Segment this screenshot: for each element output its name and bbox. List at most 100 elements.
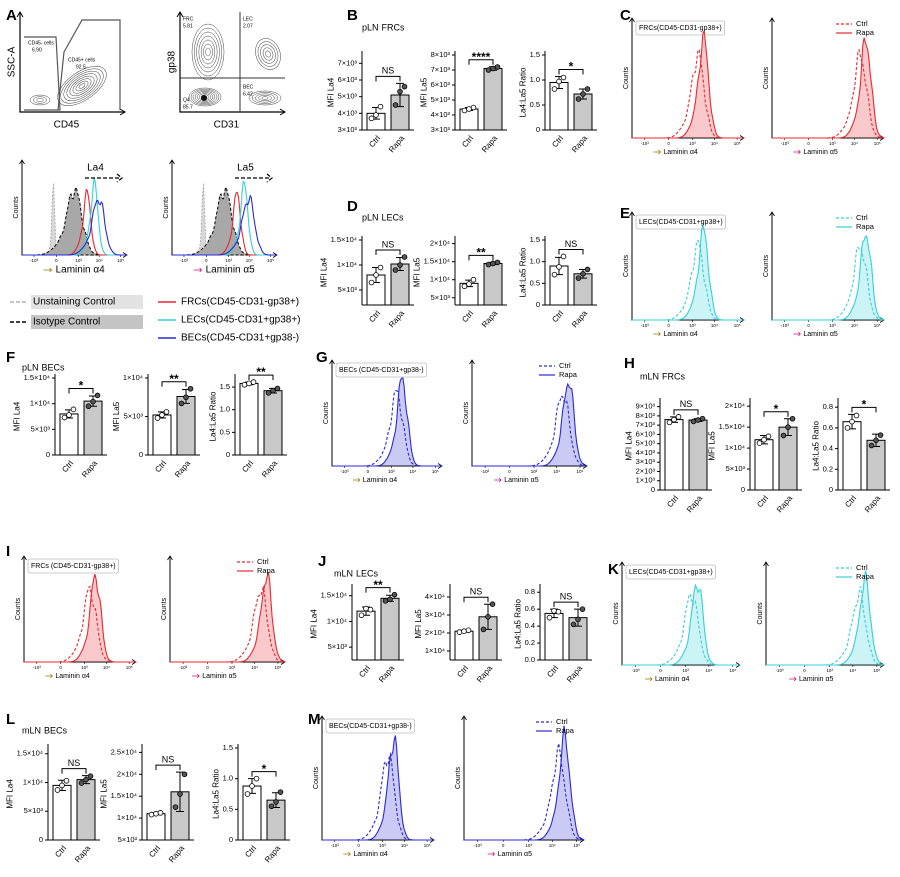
- data-point: [873, 437, 879, 444]
- contour: [36, 98, 44, 102]
- data-point: [490, 65, 496, 72]
- x-tick-label: -10³: [481, 469, 490, 474]
- y-axis-label: Counts: [757, 602, 764, 625]
- histogram-rapa: [332, 377, 442, 467]
- x-axis-label-arrow: [352, 477, 361, 483]
- x-axis-label: Laminin α4: [655, 676, 690, 683]
- histogram-ctrl: [24, 585, 136, 663]
- heading-cell: BECs: [42, 362, 66, 372]
- contour: [196, 31, 220, 73]
- data-point: [270, 387, 276, 394]
- y-tick-label: 2×10⁴: [725, 401, 745, 410]
- y-tick-label: 1×10⁴: [123, 373, 143, 382]
- contour: [260, 44, 276, 64]
- panel-letter: K: [608, 561, 619, 578]
- y-tick-label: 7×10³: [636, 420, 656, 429]
- y-axis-label: La4:La5 Ratio: [514, 599, 523, 649]
- y-tick-label: 5×10³: [31, 424, 51, 433]
- data-point: [494, 64, 501, 70]
- contour: [69, 75, 95, 97]
- x-tick-label: 10⁵: [874, 323, 881, 328]
- contour: [75, 80, 89, 92]
- x-tick-label: 10³: [682, 668, 689, 673]
- y-tick-label: 1×10⁴: [30, 399, 50, 408]
- contour: [251, 92, 279, 104]
- data-point: [789, 415, 796, 422]
- significance-label: *: [262, 762, 267, 776]
- data-point: [90, 398, 96, 405]
- contour: [194, 27, 222, 77]
- legend-label: Rapa: [556, 726, 575, 735]
- data-point: [580, 91, 586, 97]
- y-tick-label: 1.5×10⁴: [24, 373, 50, 382]
- population-box: [625, 564, 716, 580]
- y-tick-label: 6×10³: [431, 80, 451, 89]
- y-axis-label: Counts: [13, 196, 20, 219]
- x-tick-label: 0: [807, 323, 810, 328]
- y-tick-label: 7×10³: [431, 65, 451, 74]
- y-tick-label: 1.5×10⁴: [331, 235, 357, 244]
- data-point: [94, 392, 101, 399]
- x-tick-label: -10³: [179, 665, 188, 670]
- heading-cell: LECs: [382, 212, 405, 222]
- x-axis-label-arrow: [645, 676, 653, 682]
- x-tick-label: 0: [367, 469, 370, 474]
- data-point: [699, 415, 706, 422]
- x-axis-label: CD45: [54, 120, 80, 131]
- data-point: [358, 612, 365, 619]
- x-axis-label-arrow: [494, 477, 502, 483]
- axis: [179, 12, 285, 113]
- y-tick-label: 1.0: [220, 405, 230, 414]
- y-tick-label: 1.0: [530, 257, 540, 266]
- data-point: [470, 104, 477, 111]
- y-tick-label: 0.8: [525, 587, 535, 596]
- y-tick-label: 1×10⁴: [327, 616, 347, 625]
- gate-name: BEC: [243, 84, 254, 90]
- x-tick-label: 10⁵: [267, 258, 274, 263]
- significance-bracket: [553, 601, 579, 608]
- population-box: [635, 20, 725, 36]
- x-tick-label: 10⁴: [553, 469, 560, 474]
- y-axis-label: La4:La5 Ratio: [519, 67, 528, 117]
- population-box: [27, 558, 119, 574]
- data-point: [756, 440, 763, 446]
- significance-bracket: [468, 254, 494, 261]
- histogram-ctrl: [472, 395, 588, 467]
- gate: [57, 19, 121, 111]
- significance-bracket: [375, 249, 401, 255]
- y-axis-label: MFI La5: [413, 257, 422, 287]
- y-tick-label: 0: [226, 450, 230, 459]
- x-tick-label: 10⁵: [734, 323, 741, 328]
- y-tick-label: 0: [39, 835, 43, 844]
- legend-label: Ctrl: [856, 563, 868, 572]
- y-tick-label: 0.4: [525, 621, 535, 630]
- legend-label: Ctrl: [257, 557, 269, 566]
- data-point: [367, 606, 374, 613]
- data-point: [177, 791, 183, 797]
- x-tick-label: 10³: [225, 258, 232, 263]
- significance-label: **: [476, 246, 486, 260]
- histogram-ctrl: [766, 586, 884, 666]
- data-point: [273, 799, 279, 805]
- data-point: [575, 275, 582, 281]
- x-tick-label: 0: [205, 258, 208, 263]
- y-axis-label: MFI La5: [414, 609, 423, 639]
- legend-label: Rapa: [856, 222, 875, 231]
- y-tick-label: 0.5: [220, 427, 230, 436]
- x-tick-label: 0: [508, 469, 511, 474]
- data-point: [556, 78, 562, 85]
- data-point: [465, 627, 472, 634]
- x-tick-label: -10³: [180, 258, 189, 263]
- y-tick-label: 5×10³: [338, 285, 358, 294]
- legend-label: Unstaining Control: [33, 297, 115, 308]
- x-tick-label: 10⁵: [874, 141, 881, 146]
- y-tick-label: 3×10³: [636, 457, 656, 466]
- contour: [192, 90, 218, 104]
- contour: [265, 50, 271, 58]
- x-tick-label: 10³: [379, 843, 386, 848]
- data-point: [690, 418, 697, 425]
- histogram-rapa: [632, 29, 744, 139]
- data-point: [83, 776, 89, 783]
- contour: [66, 73, 98, 99]
- y-tick-label: 8×10³: [431, 50, 451, 59]
